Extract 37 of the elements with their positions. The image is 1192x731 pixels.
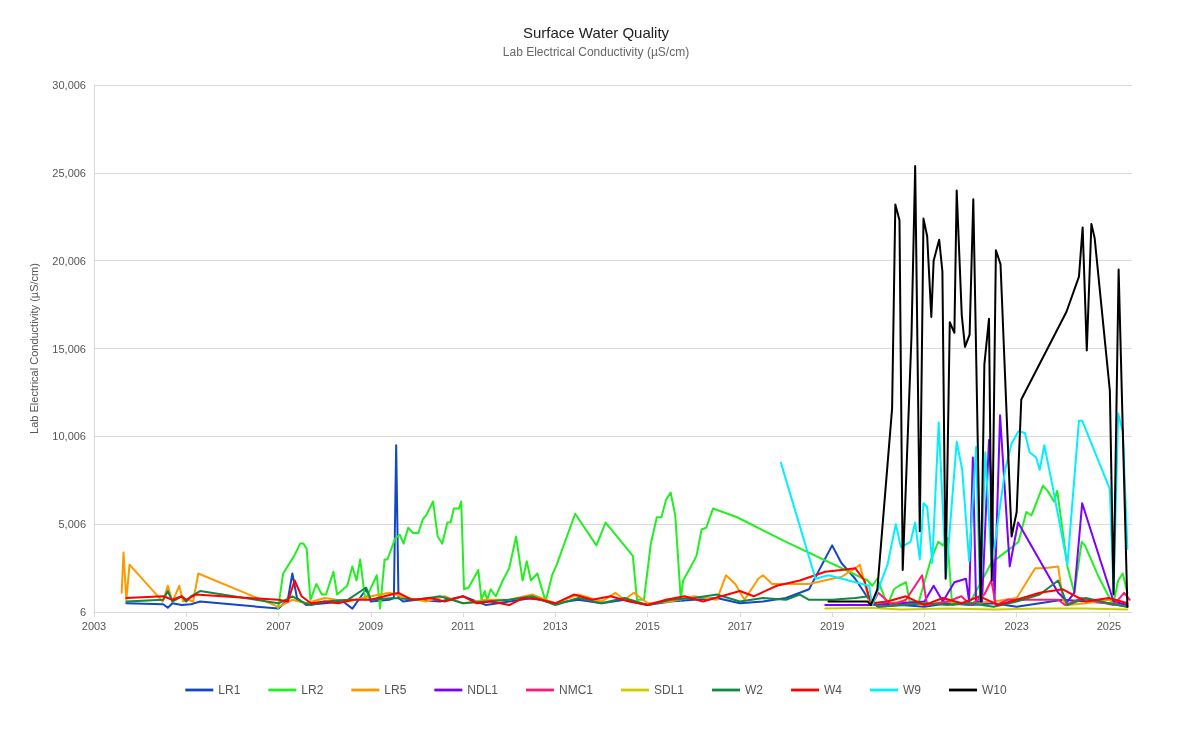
line-series bbox=[125, 567, 1129, 607]
legend-label: LR5 bbox=[384, 683, 407, 697]
line-series bbox=[872, 574, 1131, 607]
x-tick-label: 2025 bbox=[1096, 619, 1122, 632]
x-tick-label: 2019 bbox=[819, 619, 845, 632]
legend-label: LR2 bbox=[301, 683, 324, 697]
line-series bbox=[125, 579, 1129, 608]
legend-label: W2 bbox=[745, 683, 764, 697]
y-tick-label: 30,006 bbox=[52, 79, 86, 91]
legend-label: LR1 bbox=[218, 683, 241, 697]
y-tick-label: 10,006 bbox=[52, 430, 86, 443]
x-tick-label: 2011 bbox=[451, 619, 475, 632]
legend-label: NDL1 bbox=[467, 683, 499, 697]
line-series bbox=[827, 164, 1129, 608]
y-tick-label: 15,006 bbox=[52, 342, 86, 355]
x-tick-label: 2013 bbox=[543, 619, 568, 632]
x-tick-label: 2005 bbox=[174, 619, 199, 632]
x-tick-label: 2009 bbox=[358, 619, 384, 632]
x-tick-label: 2021 bbox=[912, 619, 937, 632]
x-tick-label: 2003 bbox=[81, 619, 107, 632]
legend-label: NMC1 bbox=[559, 683, 594, 697]
legend-label: W10 bbox=[982, 683, 1008, 697]
x-tick-label: 2007 bbox=[266, 619, 291, 632]
legend-label: W4 bbox=[824, 683, 843, 697]
line-series bbox=[277, 484, 1129, 610]
legend-label: SDL1 bbox=[654, 683, 685, 697]
legend-label: W9 bbox=[903, 683, 922, 697]
y-tick-label: 25,006 bbox=[52, 166, 86, 179]
y-tick-label: 6 bbox=[79, 606, 86, 618]
x-tick-label: 2017 bbox=[727, 619, 753, 632]
x-tick-label: 2023 bbox=[1004, 619, 1029, 632]
y-tick-label: 20,006 bbox=[52, 254, 86, 267]
chart-title: Surface Water Quality bbox=[522, 24, 670, 41]
y-tick-label: 5,006 bbox=[58, 518, 86, 531]
chart-subtitle: Lab Electrical Conductivity (µS/cm) bbox=[502, 45, 690, 59]
y-axis-title: Lab Electrical Conductivity (µS/cm) bbox=[27, 263, 40, 434]
x-tick-label: 2015 bbox=[635, 619, 660, 632]
